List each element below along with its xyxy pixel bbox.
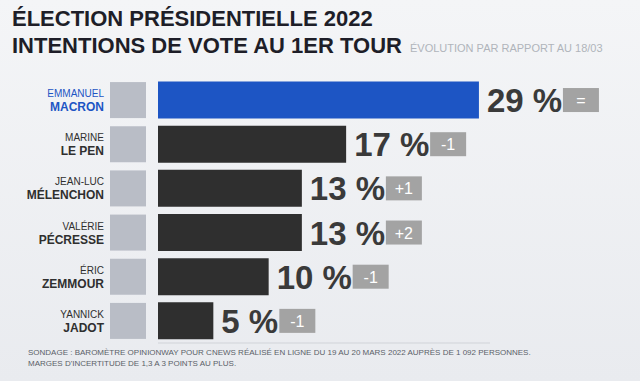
svg-text:ÉRIC: ÉRIC (80, 264, 104, 276)
svg-text:=: = (576, 92, 585, 109)
html-text:ÉLECTION PRÉSIDENTIELLE 2022: ÉLECTION PRÉSIDENTIELLE 2022 (12, 6, 373, 31)
svg-text:LE PEN: LE PEN (61, 144, 104, 158)
svg-text:JADOT: JADOT (63, 321, 104, 335)
svg-text:13 %: 13 % (310, 215, 385, 252)
html-text:INTENTIONS DE VOTE AU 1ER TOUR: INTENTIONS DE VOTE AU 1ER TOUR (12, 33, 402, 58)
svg-text:ZEMMOUR: ZEMMOUR (42, 277, 104, 291)
svg-text:10 %: 10 % (277, 259, 352, 296)
svg-text:13 %: 13 % (310, 170, 385, 207)
svg-text:17 %: 17 % (354, 126, 429, 163)
svg-text:PÉCRESSE: PÉCRESSE (39, 232, 104, 247)
html-text:MARGES D'INCERTITUDE DE 1,3 A: MARGES D'INCERTITUDE DE 1,3 A 3 POINTS A… (28, 359, 237, 368)
svg-text:+2: +2 (395, 225, 413, 242)
svg-text:MACRON: MACRON (50, 100, 104, 114)
svg-text:JEAN-LUC: JEAN-LUC (55, 176, 104, 187)
svg-text:YANNICK: YANNICK (60, 309, 104, 320)
svg-text:-1: -1 (441, 136, 455, 153)
svg-text:-1: -1 (364, 269, 378, 286)
svg-text:+1: +1 (395, 180, 413, 197)
svg-text:29 %: 29 % (487, 82, 562, 119)
svg-text:VALÉRIE: VALÉRIE (63, 220, 105, 232)
html-text:ÉVOLUTION PAR RAPPORT AU 18/03: ÉVOLUTION PAR RAPPORT AU 18/03 (410, 42, 603, 54)
svg-text:5 %: 5 % (221, 303, 278, 340)
svg-text:MARINE: MARINE (65, 132, 104, 143)
svg-text:MÉLENCHON: MÉLENCHON (27, 187, 104, 202)
svg-text:-1: -1 (290, 313, 304, 330)
html-text:SONDAGE : BAROMÈTRE OPINIONWAY: SONDAGE : BAROMÈTRE OPINIONWAY POUR CNEW… (28, 348, 531, 357)
svg-text:EMMANUEL: EMMANUEL (47, 88, 104, 99)
